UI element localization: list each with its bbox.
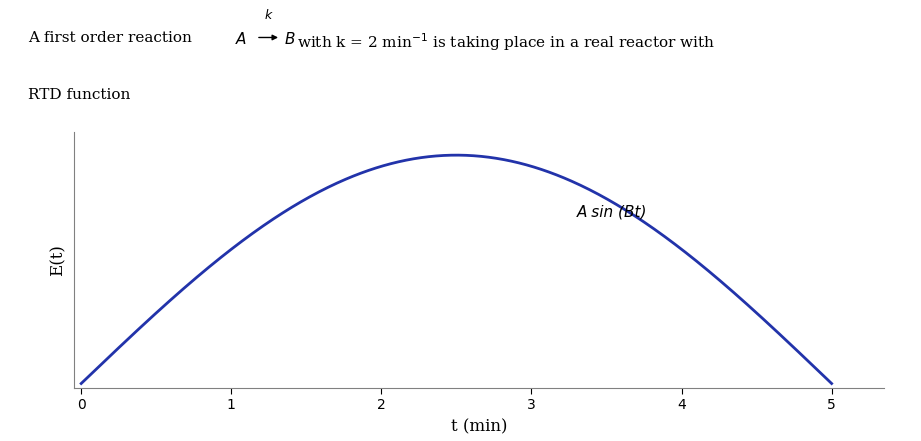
Text: A first order reaction: A first order reaction [28,31,192,45]
Text: $k$: $k$ [263,8,274,22]
Text: A sin (Bt): A sin (Bt) [577,205,647,220]
Text: $A$: $A$ [235,31,247,47]
X-axis label: t (min): t (min) [450,418,507,435]
Text: RTD function: RTD function [28,88,130,102]
Text: with k = 2 min$^{-1}$ is taking place in a real reactor with: with k = 2 min$^{-1}$ is taking place in… [297,31,716,52]
Text: $B$: $B$ [284,31,296,47]
Y-axis label: E(t): E(t) [50,244,66,276]
